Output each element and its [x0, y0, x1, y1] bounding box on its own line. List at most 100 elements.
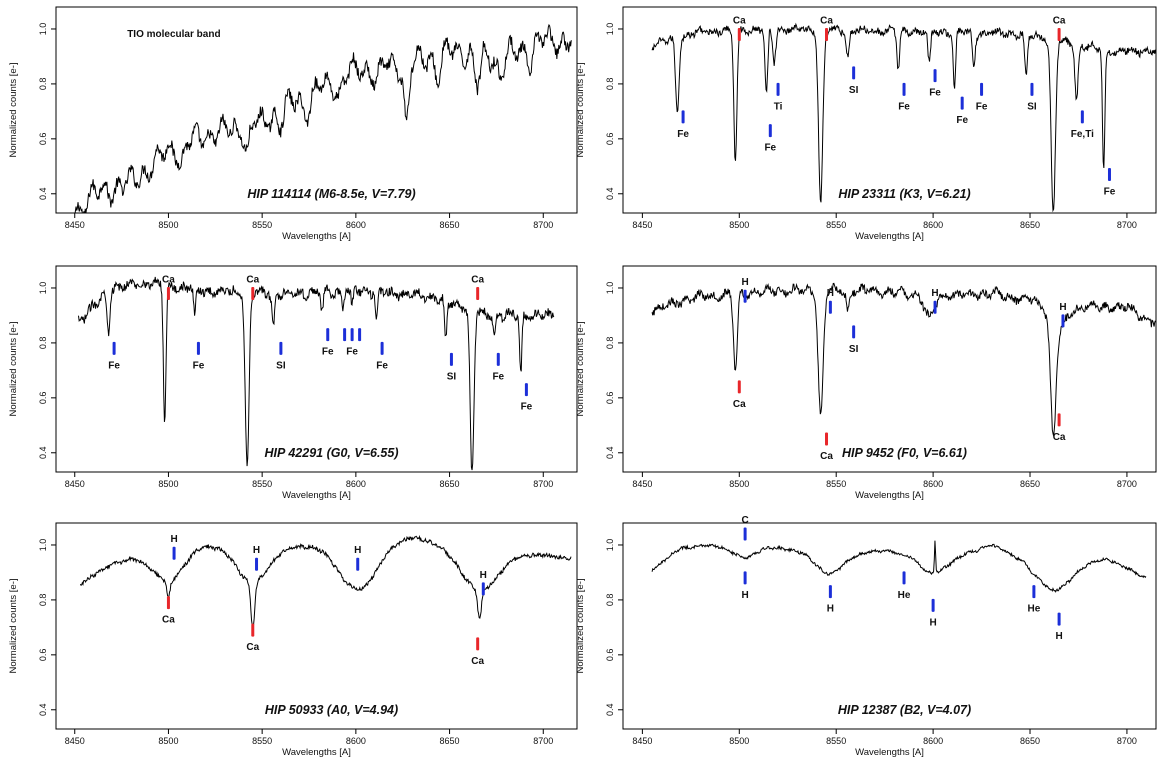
spectrum-panel-4: 8450 8500 8550 8600 8650 8700 0.4 0.6 0.8 1.0 Wave…	[575, 265, 1157, 501]
panel-title: HIP 23311 (K3, V=6.21)	[838, 187, 970, 201]
line-marker	[251, 286, 255, 300]
line-marker	[358, 328, 362, 342]
y-tick-label: 1.0	[38, 539, 48, 552]
y-tick-label: 1.0	[605, 282, 615, 295]
line-marker	[1030, 82, 1034, 96]
y-tick-label: 0.6	[605, 392, 615, 405]
x-tick-label: 8700	[533, 479, 553, 489]
line-marker-label: H	[253, 545, 260, 556]
x-tick-label: 8600	[923, 220, 943, 230]
x-tick-label: 8650	[440, 220, 460, 230]
plot-frame	[622, 6, 1157, 214]
line-marker-label: Ca	[1053, 432, 1066, 443]
line-marker-label: C	[741, 515, 748, 526]
line-marker-label: Fe	[193, 360, 205, 371]
x-tick-label: 8650	[1020, 479, 1040, 489]
line-marker-label: Fe	[956, 115, 968, 126]
y-tick-label: 1.0	[605, 23, 615, 36]
plot-frame	[55, 265, 578, 473]
line-marker	[902, 571, 906, 585]
y-tick-label: 0.8	[38, 594, 48, 607]
y-tick-label: 0.6	[38, 392, 48, 405]
x-tick-label: 8500	[729, 479, 749, 489]
spectrum-panel-6: 8450 8500 8550 8600 8650 8700 0.4 0.6 0.8 1.0 Wave…	[575, 515, 1157, 758]
x-tick-label: 8450	[632, 220, 652, 230]
x-tick-label: 8550	[252, 736, 272, 746]
x-axis-label: Wavelengths [A]	[855, 490, 924, 501]
y-axis-label: Normalized counts [e-]	[575, 62, 586, 157]
line-marker	[112, 341, 116, 355]
y-tick-label: 0.4	[38, 704, 48, 717]
y-tick-label: 1.0	[38, 23, 48, 36]
panel-title: HIP 42291 (G0, V=6.55)	[265, 446, 399, 460]
line-marker-label: Ca	[246, 642, 259, 653]
line-marker	[172, 546, 176, 560]
line-marker	[931, 598, 935, 612]
y-tick-label: 0.4	[38, 447, 48, 460]
molecular-band-annotation: TIO molecular band	[127, 29, 220, 40]
line-marker	[481, 582, 485, 596]
line-marker	[255, 557, 259, 571]
x-axis-label: Wavelengths [A]	[855, 747, 924, 758]
line-marker	[852, 66, 856, 80]
line-marker	[1061, 314, 1065, 328]
line-marker	[196, 341, 200, 355]
spectrum-line	[79, 534, 572, 629]
line-marker-label: Ca	[246, 274, 259, 285]
y-tick-label: 0.6	[605, 649, 615, 662]
x-tick-label: 8600	[346, 736, 366, 746]
y-tick-label: 0.4	[38, 188, 48, 201]
line-marker-label: Ca	[471, 274, 484, 285]
line-marker-label: Ca	[162, 615, 175, 626]
line-marker	[166, 596, 170, 610]
y-tick-label: 0.4	[605, 447, 615, 460]
line-marker	[852, 325, 856, 339]
line-marker-label: Ca	[1053, 15, 1066, 26]
line-marker-label: SI	[849, 85, 859, 96]
x-tick-label: 8500	[158, 220, 178, 230]
y-tick-label: 0.8	[605, 337, 615, 350]
line-marker-label: H	[929, 617, 936, 628]
y-tick-label: 0.8	[38, 78, 48, 91]
line-marker-label: Fe	[108, 360, 120, 371]
line-marker-label: SI	[1027, 101, 1037, 112]
line-marker	[933, 300, 937, 314]
y-axis-label: Normalized counts [e-]	[8, 62, 19, 157]
x-tick-label: 8700	[1117, 736, 1137, 746]
line-marker	[380, 341, 384, 355]
y-tick-label: 0.6	[38, 649, 48, 662]
x-tick-label: 8450	[65, 479, 85, 489]
y-tick-label: 0.8	[38, 337, 48, 350]
y-tick-label: 0.6	[38, 133, 48, 146]
x-tick-label: 8700	[1117, 220, 1137, 230]
line-marker	[828, 300, 832, 314]
line-marker	[776, 82, 780, 96]
plot-frame	[622, 265, 1157, 473]
line-marker-label: Fe	[677, 129, 689, 140]
x-tick-label: 8600	[346, 220, 366, 230]
x-axis-label: Wavelengths [A]	[855, 231, 924, 242]
line-marker-label: Fe,Ti	[1071, 129, 1094, 140]
line-marker-label: H	[1055, 631, 1062, 642]
line-marker	[251, 623, 255, 637]
x-tick-label: 8550	[252, 220, 272, 230]
x-tick-label: 8650	[1020, 736, 1040, 746]
line-marker-label: SI	[849, 344, 859, 355]
x-axis-label: Wavelengths [A]	[282, 747, 351, 758]
line-marker	[1057, 612, 1061, 626]
line-marker	[1057, 27, 1061, 41]
x-tick-label: 8450	[65, 220, 85, 230]
line-marker	[1057, 413, 1061, 427]
x-tick-label: 8650	[440, 736, 460, 746]
line-marker-label: H	[741, 277, 748, 288]
x-tick-label: 8600	[346, 479, 366, 489]
line-marker-label: Ca	[820, 15, 833, 26]
spectrum-line	[651, 282, 1156, 437]
x-tick-label: 8550	[826, 736, 846, 746]
x-tick-label: 8500	[729, 736, 749, 746]
line-marker	[828, 585, 832, 599]
line-marker	[743, 571, 747, 585]
x-axis-label: Wavelengths [A]	[282, 490, 351, 501]
panel-title: HIP 9452 (F0, V=6.61)	[842, 446, 967, 460]
